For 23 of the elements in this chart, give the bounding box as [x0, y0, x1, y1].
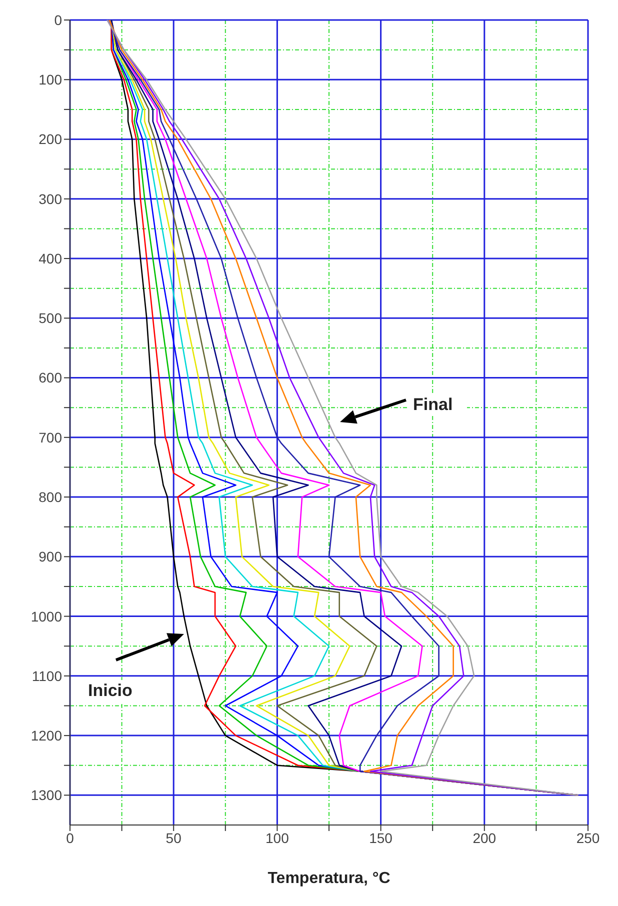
- y-tick-label: 300: [38, 190, 62, 207]
- x-tick-label: 200: [472, 830, 496, 846]
- y-tick-label: 800: [38, 489, 62, 506]
- y-tick-label: 400: [38, 250, 62, 266]
- y-tick-label: 200: [38, 131, 62, 148]
- x-tick-label: 150: [369, 830, 393, 846]
- y-tick-label: 1100: [32, 668, 62, 684]
- x-tick-label: 50: [166, 830, 182, 846]
- annotation: Final: [413, 395, 453, 414]
- x-tick-label: 250: [576, 830, 600, 846]
- x-tick-label: 0: [66, 830, 74, 846]
- y-tick-label: 700: [38, 429, 62, 446]
- y-tick-label: 500: [38, 310, 62, 326]
- y-tick-label: 1000: [30, 608, 62, 624]
- y-tick-label: 1300: [30, 787, 62, 804]
- annotation: Inicio: [88, 681, 132, 700]
- y-tick-label: 0: [54, 12, 62, 28]
- y-tick-label: 600: [38, 370, 62, 386]
- x-tick-label: 100: [266, 830, 290, 846]
- y-tick-label: 900: [38, 548, 62, 565]
- y-tick-label: 1200: [30, 728, 62, 744]
- y-tick-label: 100: [38, 72, 62, 88]
- x-axis-title: Temperatura, °C: [268, 870, 391, 887]
